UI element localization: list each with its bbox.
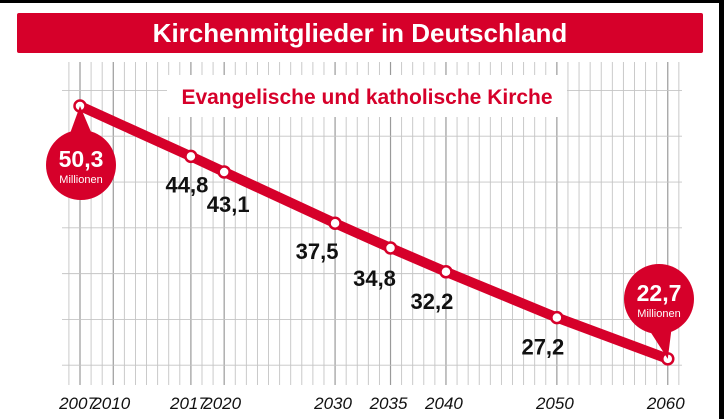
- x-tick-label: 2020: [202, 394, 241, 413]
- callout-unit: Millionen: [637, 308, 680, 320]
- callout-pointer: [646, 325, 672, 359]
- data-label: 27,2: [521, 335, 564, 360]
- chart-subtitle: Evangelische und katholische Kirche: [181, 86, 552, 109]
- series-layer: [73, 99, 675, 366]
- data-point: [184, 149, 198, 164]
- callout-unit: Millionen: [59, 174, 102, 186]
- data-label: 32,2: [411, 289, 454, 314]
- callout-value: 22,7: [637, 280, 682, 306]
- data-label: 44,8: [165, 172, 208, 197]
- callout-circle: [46, 130, 116, 200]
- data-point: [550, 310, 564, 325]
- data-labels: 44,843,1 37,5 34,8 32,2 27,2: [165, 172, 564, 359]
- x-tick-label: 2050: [535, 394, 574, 413]
- x-tick-label: 2007: [58, 394, 97, 413]
- start-callout: 50,3 Millionen: [46, 106, 116, 200]
- end-callout: 22,7 Millionen: [624, 264, 694, 359]
- x-tick-label: 2035: [369, 394, 408, 413]
- callout-circle: [624, 264, 694, 334]
- callout-value: 50,3: [59, 146, 104, 172]
- x-tick-label: 2030: [313, 394, 352, 413]
- horizontal-grid: [62, 89, 682, 366]
- chart-title: Kirchenmitglieder in Deutschland: [17, 13, 703, 53]
- data-point: [328, 216, 342, 230]
- callouts: 50,3 Millionen 22,7 Millionen: [46, 106, 694, 359]
- x-tick-label: 2060: [646, 394, 685, 413]
- subtitle-background: [167, 75, 567, 117]
- x-tick-label: 2040: [424, 394, 463, 413]
- data-point: [217, 165, 231, 179]
- series-line: [75, 101, 673, 364]
- data-label: 43,1: [207, 192, 250, 217]
- x-tick-label: 2010: [91, 394, 130, 413]
- data-point: [439, 265, 453, 279]
- data-point: [383, 241, 398, 255]
- data-label: 37,5: [296, 239, 339, 264]
- data-label: 34,8: [353, 266, 396, 291]
- x-tick-label: 2017: [169, 394, 208, 413]
